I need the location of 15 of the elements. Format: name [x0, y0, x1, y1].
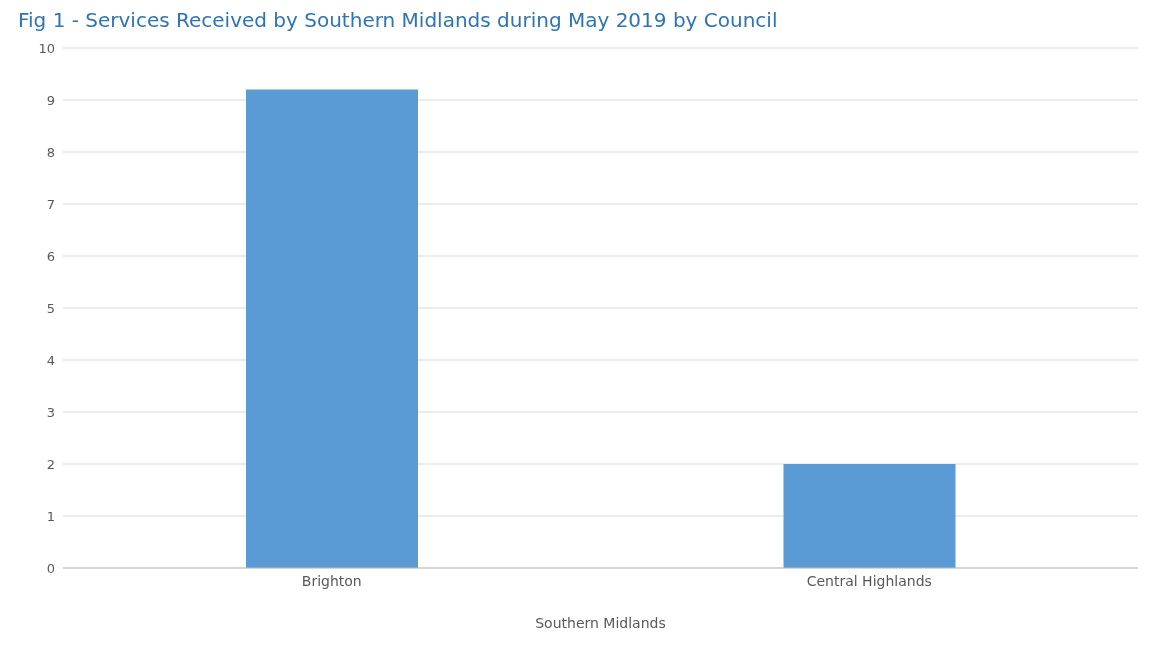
y-tick-label: 8 [46, 144, 55, 160]
x-tick-label: Brighton [301, 572, 362, 589]
y-tick-label: 3 [46, 404, 55, 420]
y-tick-label: 0 [46, 560, 55, 576]
y-tick-label: 6 [46, 248, 55, 264]
y-tick-label: 5 [46, 300, 55, 316]
chart-title: Fig 1 - Services Received by Southern Midlands during May 2019 by Council [18, 8, 779, 32]
y-tick-label: 1 [46, 508, 55, 524]
y-tick-label: 4 [46, 352, 55, 368]
y-tick-label: 2 [46, 456, 55, 472]
y-tick-label: 7 [46, 196, 55, 212]
x-axis-title: Southern Midlands [535, 615, 666, 631]
y-tick-label: 10 [38, 40, 55, 56]
y-tick-label: 9 [46, 92, 55, 108]
x-tick-label: Central Highlands [806, 572, 932, 589]
